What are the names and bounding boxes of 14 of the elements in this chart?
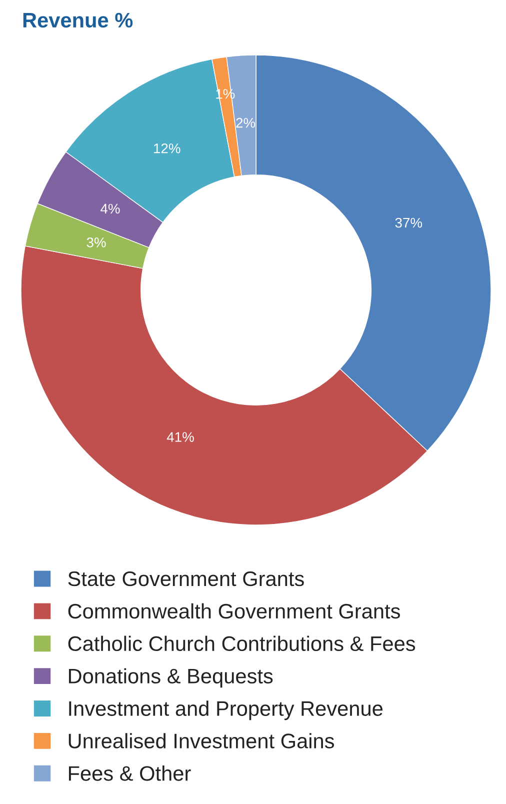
data-label: 41% — [166, 432, 194, 442]
data-label: 3% — [86, 237, 106, 248]
legend-label: Commonwealth Government Grants — [68, 603, 400, 619]
legend-label: Unrealised Investment Gains — [68, 733, 334, 748]
legend-label: State Government Grants — [68, 571, 304, 586]
data-label: 37% — [395, 218, 422, 228]
data-label: 4% — [100, 204, 120, 214]
legend-label: Fees & Other — [68, 766, 191, 781]
legend-label: Donations & Bequests — [68, 668, 273, 688]
legend-label: Catholic Church Contributions & Fees — [68, 636, 416, 652]
legend-label: Investment and Property Revenue — [69, 700, 382, 720]
chart-title: Revenue % — [23, 12, 133, 28]
data-label: 12% — [154, 143, 180, 154]
data-label: 2% — [236, 118, 256, 128]
